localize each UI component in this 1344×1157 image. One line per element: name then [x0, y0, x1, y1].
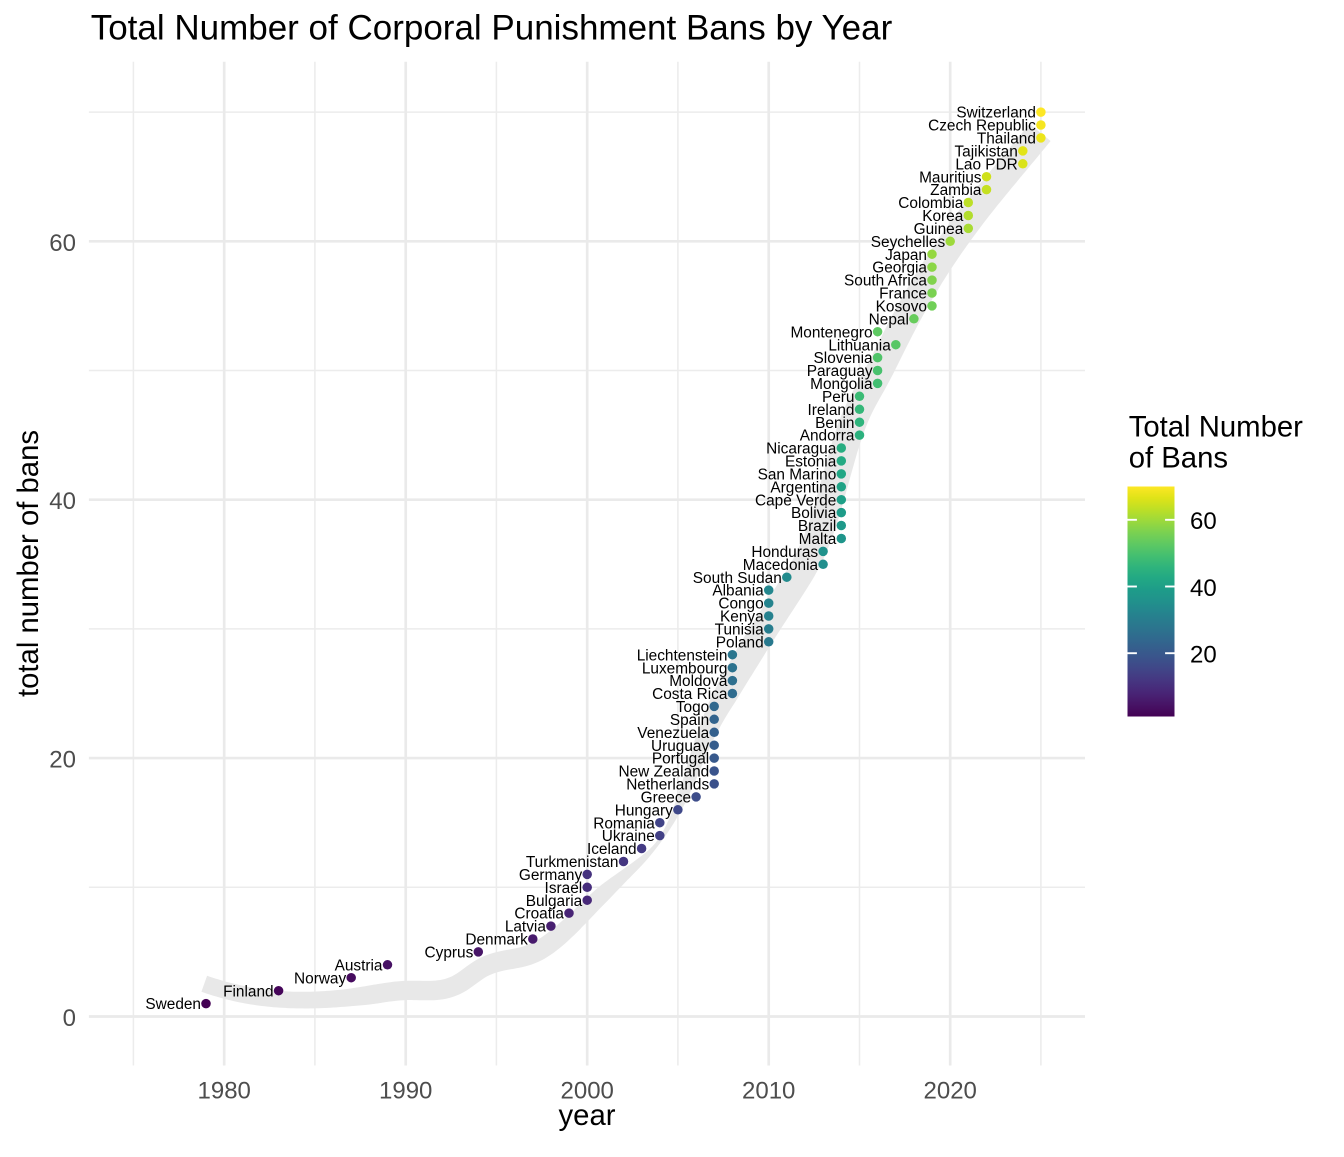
svg-text:Mauritius: Mauritius: [919, 169, 982, 186]
svg-text:Total Number of Corporal Punis: Total Number of Corporal Punishment Bans…: [91, 8, 893, 47]
svg-text:Lithuania: Lithuania: [828, 337, 891, 354]
svg-text:Portugal: Portugal: [652, 751, 709, 768]
svg-text:New Zealand: New Zealand: [619, 764, 710, 781]
svg-text:Croatia: Croatia: [514, 906, 564, 923]
svg-text:Costa Rica: Costa Rica: [652, 686, 728, 703]
svg-text:Paraguay: Paraguay: [807, 363, 873, 380]
svg-text:Honduras: Honduras: [751, 544, 818, 561]
svg-text:40: 40: [1190, 575, 1217, 602]
svg-text:Mongolia: Mongolia: [810, 376, 873, 393]
svg-text:Zambia: Zambia: [930, 182, 982, 199]
svg-text:Benin: Benin: [815, 415, 854, 432]
svg-text:Denmark: Denmark: [465, 932, 528, 949]
svg-text:Georgia: Georgia: [872, 260, 927, 277]
svg-text:Spain: Spain: [670, 712, 709, 729]
svg-text:Colombia: Colombia: [898, 195, 963, 212]
svg-text:Luxembourg: Luxembourg: [642, 660, 728, 677]
svg-text:Bulgaria: Bulgaria: [526, 893, 583, 910]
svg-text:2010: 2010: [742, 1077, 795, 1104]
svg-text:Austria: Austria: [335, 957, 383, 974]
svg-text:Albania: Albania: [712, 583, 764, 600]
svg-text:60: 60: [1190, 508, 1217, 535]
svg-text:Nicaragua: Nicaragua: [766, 441, 837, 458]
svg-text:Turkmenistan: Turkmenistan: [526, 854, 619, 871]
svg-text:Total Number: Total Number: [1129, 411, 1303, 444]
svg-text:1980: 1980: [198, 1077, 251, 1104]
svg-text:Andorra: Andorra: [800, 428, 855, 445]
svg-text:Germany: Germany: [519, 867, 583, 884]
svg-text:San Marino: San Marino: [758, 467, 837, 484]
svg-text:France: France: [879, 286, 927, 303]
svg-text:Netherlands: Netherlands: [626, 777, 709, 794]
svg-text:Poland: Poland: [716, 634, 764, 651]
svg-text:Brazil: Brazil: [798, 518, 836, 535]
svg-text:Iceland: Iceland: [587, 841, 637, 858]
svg-text:Japan: Japan: [885, 247, 927, 264]
svg-text:Switzerland: Switzerland: [956, 105, 1036, 122]
svg-text:Tajikistan: Tajikistan: [954, 144, 1017, 161]
svg-text:40: 40: [49, 488, 76, 515]
svg-text:Ukraine: Ukraine: [602, 828, 655, 845]
svg-text:Israel: Israel: [545, 880, 583, 897]
svg-text:Norway: Norway: [294, 970, 346, 987]
svg-text:Finland: Finland: [223, 983, 273, 1000]
svg-text:Korea: Korea: [922, 208, 964, 225]
svg-text:Thailand: Thailand: [977, 131, 1036, 148]
svg-text:Cape Verde: Cape Verde: [755, 492, 836, 509]
svg-text:Venezuela: Venezuela: [637, 725, 709, 742]
svg-text:1990: 1990: [379, 1077, 432, 1104]
svg-text:Ireland: Ireland: [807, 402, 854, 419]
svg-text:20: 20: [1190, 642, 1217, 669]
svg-text:60: 60: [49, 230, 76, 257]
svg-text:South Sudan: South Sudan: [693, 570, 782, 587]
svg-text:Slovenia: Slovenia: [814, 350, 873, 367]
svg-text:Congo: Congo: [718, 596, 763, 613]
svg-text:total number of bans: total number of bans: [12, 430, 45, 697]
svg-text:Cyprus: Cyprus: [425, 945, 474, 962]
svg-text:Macedonia: Macedonia: [743, 557, 819, 574]
svg-text:Guinea: Guinea: [914, 221, 964, 238]
svg-text:Czech Republic: Czech Republic: [928, 118, 1036, 135]
svg-text:Nepal: Nepal: [869, 311, 909, 328]
svg-text:Liechtenstein: Liechtenstein: [637, 647, 728, 664]
svg-text:Kosovo: Kosovo: [876, 299, 927, 316]
svg-text:year: year: [559, 1099, 616, 1132]
svg-text:20: 20: [49, 747, 76, 774]
svg-text:of Bans: of Bans: [1129, 442, 1228, 475]
svg-text:Sweden: Sweden: [145, 996, 201, 1013]
svg-text:Togo: Togo: [676, 699, 709, 716]
svg-text:0: 0: [63, 1005, 76, 1032]
svg-text:Tunisia: Tunisia: [715, 622, 764, 639]
svg-text:Montenegro: Montenegro: [790, 324, 872, 341]
svg-text:South Africa: South Africa: [844, 273, 927, 290]
svg-text:2000: 2000: [561, 1077, 614, 1104]
svg-text:Lao PDR: Lao PDR: [955, 156, 1017, 173]
svg-text:Romania: Romania: [593, 815, 655, 832]
svg-text:Greece: Greece: [641, 790, 691, 807]
svg-text:Argentina: Argentina: [770, 479, 836, 496]
svg-text:Estonia: Estonia: [785, 454, 837, 471]
svg-text:Latvia: Latvia: [505, 919, 547, 936]
svg-text:Kenya: Kenya: [720, 609, 764, 626]
svg-text:Malta: Malta: [799, 531, 837, 548]
svg-text:Peru: Peru: [822, 389, 855, 406]
svg-text:2020: 2020: [924, 1077, 977, 1104]
svg-text:Uruguay: Uruguay: [651, 738, 709, 755]
svg-text:Moldova: Moldova: [669, 673, 728, 690]
svg-text:Seychelles: Seychelles: [871, 234, 946, 251]
svg-text:Bolivia: Bolivia: [791, 505, 837, 522]
svg-text:Hungary: Hungary: [615, 802, 673, 819]
